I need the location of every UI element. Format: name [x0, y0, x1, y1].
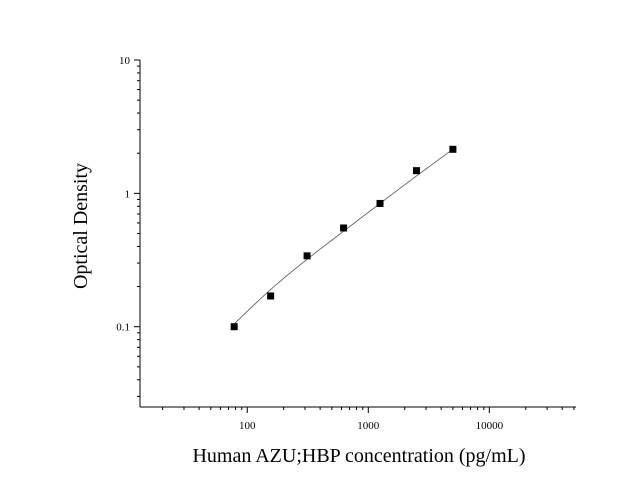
- fit-curve: [233, 148, 454, 325]
- data-point: [230, 323, 238, 331]
- tick-labels: 100 1000 10000 0.1 1 10: [116, 55, 503, 432]
- y-tick-label: 10: [119, 55, 131, 67]
- x-tick-label: 100: [239, 420, 256, 432]
- data-point: [449, 145, 457, 153]
- data-point: [267, 292, 275, 300]
- y-tick-label: 1: [125, 188, 131, 200]
- x-axis-title: Human AZU;HBP concentration (pg/mL): [192, 445, 525, 467]
- data-point: [340, 224, 348, 232]
- y-tick-label: 0.1: [116, 322, 130, 334]
- minor-ticks: [137, 65, 575, 410]
- data-points: [230, 145, 457, 331]
- x-tick-label: 10000: [476, 420, 504, 432]
- major-ticks: [134, 59, 490, 413]
- y-axis-title: Optical Density: [70, 163, 92, 289]
- data-point: [412, 167, 420, 175]
- data-point: [303, 252, 311, 260]
- data-point: [376, 199, 384, 207]
- x-tick-label: 1000: [357, 420, 380, 432]
- axes: [139, 60, 576, 408]
